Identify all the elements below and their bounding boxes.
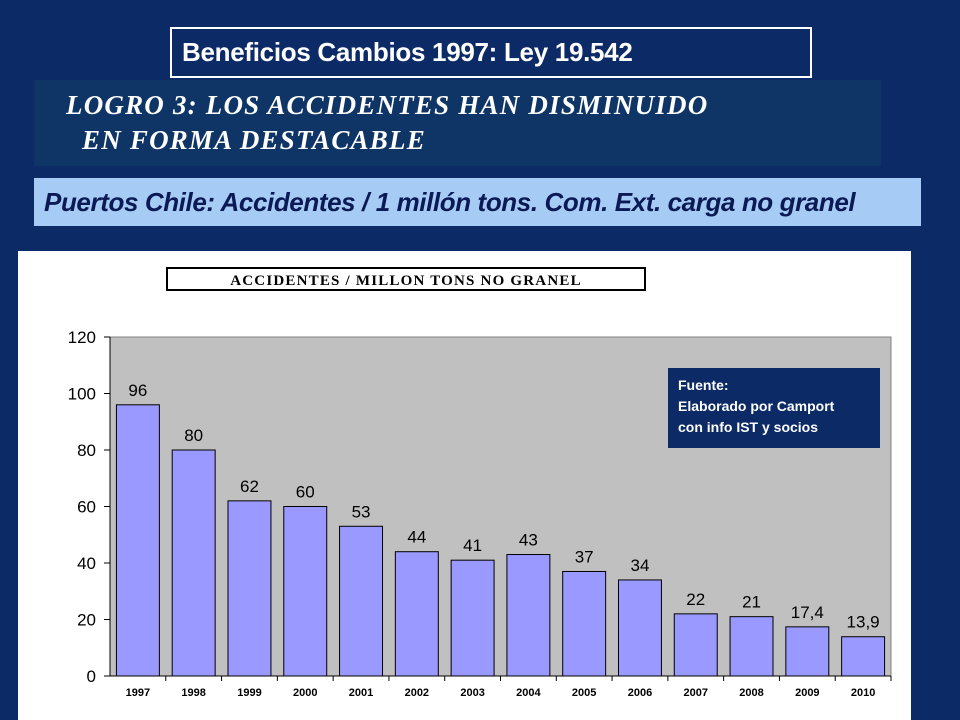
chart-title-box — [166, 267, 646, 291]
bar-value-label: 60 — [296, 483, 315, 502]
slide-title-text: Beneficios Cambios 1997: Ley 19.542 — [182, 37, 633, 67]
bar-1999 — [227, 500, 272, 677]
x-tick-label: 1997 — [126, 687, 150, 699]
x-tick-label: 2006 — [628, 687, 652, 699]
bar-value-label: 53 — [352, 502, 371, 521]
bar-2010 — [841, 636, 886, 677]
x-tick-label: 2004 — [516, 687, 541, 699]
bar-2004 — [506, 554, 551, 677]
logro-line-1: LOGRO 3: LOS ACCIDENTES HAN DISMINUIDO — [66, 90, 709, 120]
x-tick-label: 2009 — [795, 687, 819, 699]
logro-line-2: EN FORMA DESTACABLE — [82, 125, 426, 155]
source-note-line-2: Elaborado por Camport — [678, 398, 835, 414]
bar-value-label: 34 — [631, 556, 650, 575]
y-tick-label: 80 — [77, 441, 96, 460]
bar-2003 — [450, 559, 495, 677]
bar-value-label: 22 — [686, 590, 705, 609]
x-tick-label: 2010 — [851, 687, 875, 699]
bar-2006 — [617, 579, 662, 677]
bar-2000 — [283, 506, 328, 677]
bar-value-label: 41 — [463, 536, 482, 555]
bar-value-label: 43 — [519, 531, 538, 550]
y-tick-label: 20 — [77, 611, 96, 630]
bar-value-label: 37 — [575, 547, 594, 566]
bar-2009 — [785, 626, 830, 677]
y-tick-label: 60 — [77, 498, 96, 517]
x-tick-label: 2007 — [684, 687, 708, 699]
logro-banner: LOGRO 3: LOS ACCIDENTES HAN DISMINUIDO E… — [34, 80, 881, 166]
x-tick-label: 2001 — [349, 687, 373, 699]
bar-2005 — [562, 570, 607, 677]
bar-2001 — [339, 525, 384, 677]
bar-value-label: 44 — [407, 528, 426, 547]
x-tick-label: 2008 — [739, 687, 763, 699]
bar-value-label: 21 — [742, 593, 761, 612]
bar-value-label: 80 — [184, 426, 203, 445]
bar-1997 — [115, 404, 160, 677]
y-tick-label: 120 — [68, 328, 96, 347]
x-tick-label: 2003 — [460, 687, 484, 699]
bar-value-label: 13,9 — [847, 613, 880, 632]
bar-value-label: 17,4 — [791, 603, 824, 622]
chart-panel: ACCIDENTES / MILLON TONS NO GRANEL 0 20 40… — [18, 251, 911, 720]
bar-value-label: 62 — [240, 477, 259, 496]
bar-value-label: 96 — [128, 381, 147, 400]
y-tick-label: 40 — [77, 554, 96, 573]
chart-title: ACCIDENTES / MILLON TONS NO GRANEL — [230, 273, 582, 289]
slide-title: Beneficios Cambios 1997: Ley 19.542 — [170, 27, 812, 78]
x-tick-label: 2005 — [572, 687, 596, 699]
source-note-line-1: Fuente: — [678, 377, 729, 393]
bar-2007 — [673, 613, 718, 677]
x-tick-label: 1998 — [181, 687, 205, 699]
bar-1998 — [171, 449, 216, 677]
y-tick-label: 100 — [68, 385, 96, 404]
chart-subtitle-text: Puertos Chile: Accidentes / 1 millón ton… — [44, 186, 856, 217]
x-tick-label: 2000 — [293, 687, 317, 699]
bar-chart: ACCIDENTES / MILLON TONS NO GRANEL 0 20 40… — [68, 267, 892, 699]
bar-2002 — [394, 551, 439, 677]
source-note-line-3: con info IST y socios — [678, 419, 819, 435]
y-tick-label: 0 — [87, 667, 96, 686]
bar-2008 — [729, 616, 774, 677]
x-tick-label: 2002 — [405, 687, 429, 699]
chart-subtitle-banner: Puertos Chile: Accidentes / 1 millón ton… — [34, 178, 921, 226]
source-note: Fuente: Elaborado por Camport con info I… — [668, 368, 880, 448]
x-tick-label: 1999 — [237, 687, 261, 699]
